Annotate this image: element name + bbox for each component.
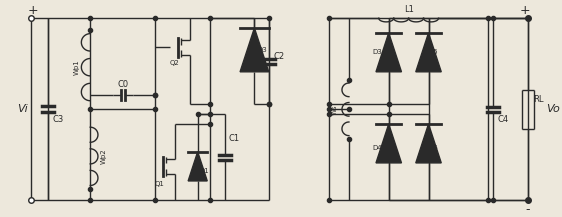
Text: D1: D1	[200, 168, 210, 174]
Polygon shape	[376, 33, 401, 72]
Text: D4: D4	[372, 145, 382, 151]
Text: Wp1: Wp1	[73, 59, 79, 75]
Text: D3: D3	[257, 47, 268, 53]
Polygon shape	[240, 28, 269, 72]
Text: Vi: Vi	[17, 104, 28, 114]
Text: C2: C2	[274, 52, 285, 61]
Text: L1: L1	[404, 5, 414, 14]
Polygon shape	[416, 124, 441, 163]
Text: C4: C4	[497, 115, 509, 123]
Polygon shape	[376, 124, 401, 163]
Text: Vo: Vo	[546, 104, 560, 114]
Text: +: +	[27, 4, 38, 17]
Text: RL: RL	[533, 95, 543, 104]
Polygon shape	[416, 33, 441, 72]
Text: C1: C1	[229, 134, 240, 143]
Polygon shape	[188, 152, 207, 181]
Text: Wp2: Wp2	[101, 148, 107, 164]
Text: D5: D5	[429, 49, 438, 55]
Text: D3: D3	[372, 49, 382, 55]
Text: C3: C3	[53, 115, 64, 123]
Text: +: +	[520, 4, 531, 17]
Text: Q1: Q1	[155, 181, 165, 187]
Text: C0: C0	[117, 81, 128, 89]
Text: D6: D6	[429, 145, 438, 151]
Text: Q2: Q2	[170, 60, 180, 66]
Text: -: -	[526, 203, 531, 216]
Text: Ws: Ws	[332, 104, 338, 115]
